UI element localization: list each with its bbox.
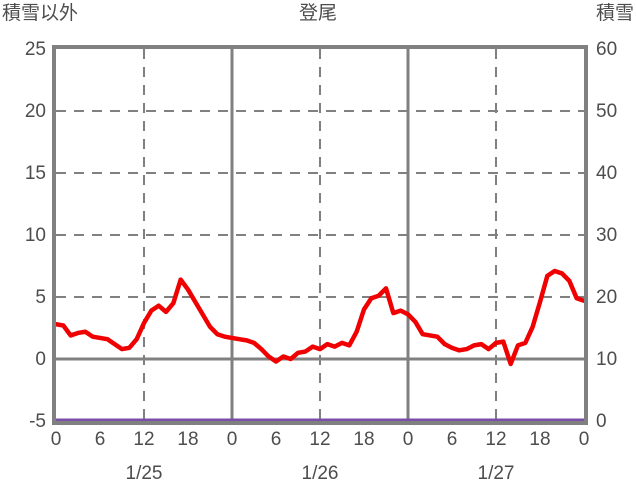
- y-axis-tick-left: 10: [24, 225, 46, 246]
- plot-area: [52, 45, 588, 425]
- x-axis-tick: 18: [353, 429, 375, 450]
- x-axis-tick: 0: [402, 429, 414, 450]
- y-axis-tick-right: 50: [596, 101, 618, 122]
- x-axis-tick: 18: [529, 429, 551, 450]
- y-axis-tick-left: 20: [24, 101, 46, 122]
- x-axis-tick: 0: [50, 429, 62, 450]
- x-axis-tick: 6: [270, 429, 282, 450]
- x-axis-date-label: 1/25: [125, 463, 163, 484]
- x-axis-tick: 6: [446, 429, 458, 450]
- y-axis-tick-left: 0: [35, 349, 46, 370]
- y-axis-tick-right: 10: [596, 349, 618, 370]
- x-axis-tick: 6: [94, 429, 106, 450]
- x-axis-tick: 12: [485, 429, 507, 450]
- plot-inner: [53, 49, 587, 424]
- y-axis-tick-left: 25: [24, 39, 46, 60]
- chart-svg: [53, 49, 587, 424]
- y-axis-tick-left: 5: [35, 287, 46, 308]
- y-axis-tick-right: 40: [596, 163, 618, 184]
- x-axis-tick: 0: [578, 429, 590, 450]
- y-axis-tick-left: 15: [24, 163, 46, 184]
- y-axis-tick-right: 20: [596, 287, 618, 308]
- y-axis-tick-left: -5: [29, 411, 46, 432]
- y-axis-tick-right: 30: [596, 225, 618, 246]
- x-axis-date-label: 1/27: [477, 463, 515, 484]
- x-axis-tick: 12: [309, 429, 331, 450]
- y-axis-tick-right: 60: [596, 39, 618, 60]
- y-axis-tick-right: 0: [596, 411, 607, 432]
- x-axis-tick: 18: [177, 429, 199, 450]
- chart-title: 登尾: [298, 3, 337, 24]
- left-axis-title: 積雪以外: [2, 3, 79, 24]
- x-axis-date-label: 1/26: [301, 463, 339, 484]
- x-axis-tick: 0: [226, 429, 238, 450]
- x-axis-tick: 12: [133, 429, 155, 450]
- temperature-series-line: [53, 268, 587, 367]
- right-axis-title: 積雪: [595, 3, 634, 24]
